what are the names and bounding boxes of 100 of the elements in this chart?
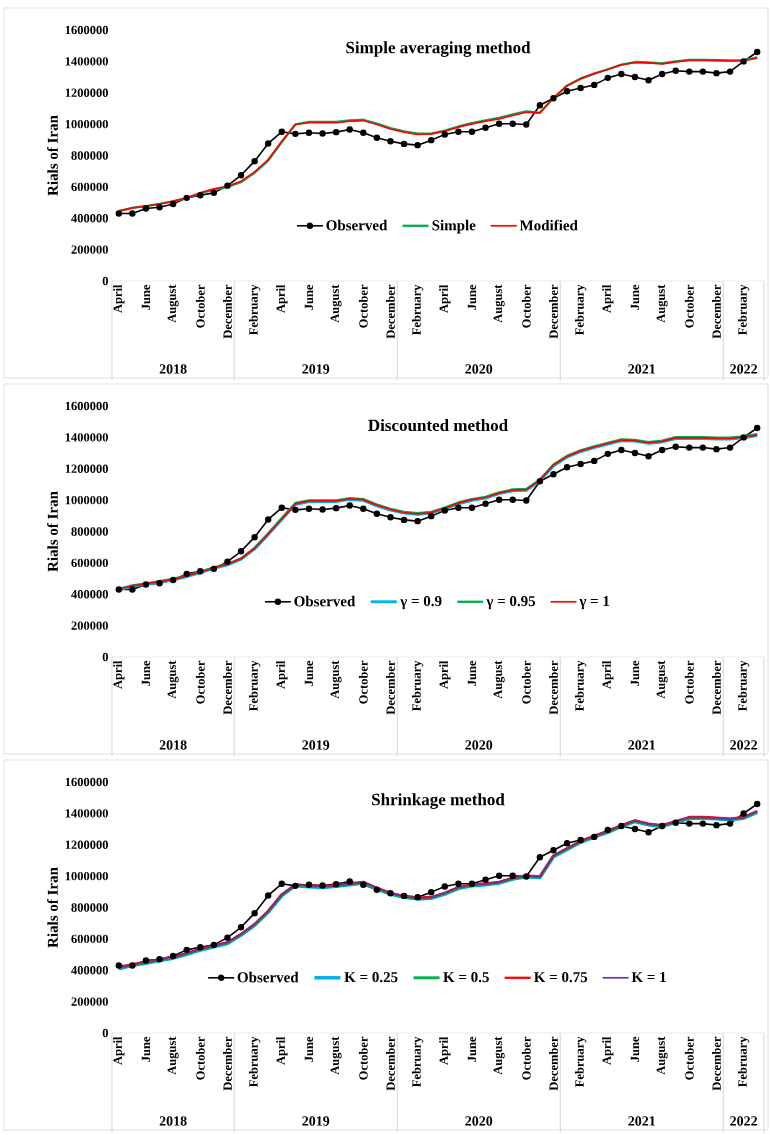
y-axis-title: Rials of Iran (47, 491, 58, 572)
point (142, 205, 150, 212)
point (237, 548, 245, 555)
x-tick-label: February (737, 1036, 750, 1087)
x-tick-label: December (223, 660, 232, 715)
y-tick-label: 0 (102, 276, 108, 286)
x-tick-label: February (574, 660, 587, 711)
point (428, 136, 435, 144)
point (482, 500, 489, 507)
point (400, 140, 408, 148)
point (604, 826, 611, 834)
point (319, 882, 326, 889)
x-tick-label: February (411, 284, 424, 336)
point (210, 941, 218, 949)
x-tick-label: December (549, 284, 558, 339)
text: 2019 (302, 1116, 330, 1126)
y-tick-label: 600000 (71, 182, 108, 192)
x-tick-label: August (167, 1036, 179, 1075)
point (550, 847, 557, 854)
point (400, 892, 408, 900)
x-tick-label: April (276, 1036, 288, 1065)
point (183, 946, 190, 954)
point (699, 68, 707, 75)
text: 2020 (465, 740, 493, 750)
point (672, 819, 679, 826)
x-tick-label: December (386, 1036, 395, 1091)
x-tick-label: April (602, 284, 614, 313)
point (387, 138, 394, 145)
x-tick-label: April (113, 284, 125, 313)
x-tick-label: August (656, 660, 668, 699)
x-tick-label: August (167, 284, 179, 323)
point (672, 67, 679, 74)
point (332, 128, 340, 136)
point (265, 140, 272, 147)
x-tick-label: April (276, 284, 288, 313)
point (495, 120, 503, 128)
point (631, 449, 639, 457)
y-tick-label: 1600000 (65, 25, 108, 35)
point (455, 504, 462, 512)
x-tick-label: December (386, 660, 395, 715)
x-tick-label: June (141, 660, 151, 686)
point (129, 962, 136, 969)
point (319, 506, 326, 513)
point (482, 876, 489, 883)
text: 2021 (628, 364, 656, 374)
point (468, 880, 476, 888)
x-tick-label: February (574, 1036, 587, 1087)
legend-label: γ = 0.9 (400, 596, 442, 610)
point (441, 131, 448, 138)
x-tick-label: February (737, 284, 750, 336)
legend-label: K = 0.75 (534, 972, 588, 983)
legend-label: Observed (294, 595, 356, 607)
point (265, 892, 272, 899)
y-tick-label: 1600000 (65, 777, 108, 787)
text: Simple averaging method (346, 41, 531, 57)
point (197, 944, 204, 951)
text: Shrinkage method (372, 793, 505, 809)
point (115, 210, 122, 217)
point (631, 73, 639, 81)
point (740, 810, 747, 817)
point (713, 69, 720, 77)
point (332, 880, 340, 888)
legend-label: K = 0.25 (344, 972, 398, 983)
x-tick-label: October (521, 660, 531, 704)
point (346, 878, 353, 885)
point (319, 130, 326, 137)
point (577, 836, 584, 844)
point (332, 504, 340, 512)
point (523, 121, 530, 128)
point (224, 558, 231, 565)
point (237, 924, 245, 931)
x-tick-label: August (330, 660, 342, 699)
point (360, 505, 367, 512)
point (156, 580, 163, 587)
point (754, 424, 761, 432)
x-tick-label: August (493, 284, 505, 323)
point (468, 504, 476, 512)
point (183, 194, 190, 202)
point (686, 820, 693, 827)
text: 2022 (730, 364, 758, 374)
point (265, 516, 272, 523)
y-tick-label: 200000 (71, 621, 108, 630)
point (577, 84, 584, 92)
y-tick-label: 0 (102, 1028, 108, 1038)
x-tick-label: June (630, 660, 640, 686)
x-tick-label: October (358, 1036, 368, 1080)
y-tick-label: 600000 (71, 934, 108, 944)
point (115, 586, 122, 593)
point (305, 881, 313, 888)
text: 2020 (465, 1116, 493, 1126)
y-tick-label: 1400000 (65, 433, 108, 442)
point (618, 822, 625, 830)
x-tick-label: April (439, 660, 451, 689)
x-tick-label: December (386, 284, 395, 339)
x-tick-label: February (411, 1036, 424, 1087)
x-tick-label: October (684, 284, 694, 328)
x-tick-label: February (737, 660, 750, 711)
point (658, 70, 666, 78)
text: 2018 (159, 364, 187, 374)
x-tick-label: June (467, 1036, 477, 1062)
